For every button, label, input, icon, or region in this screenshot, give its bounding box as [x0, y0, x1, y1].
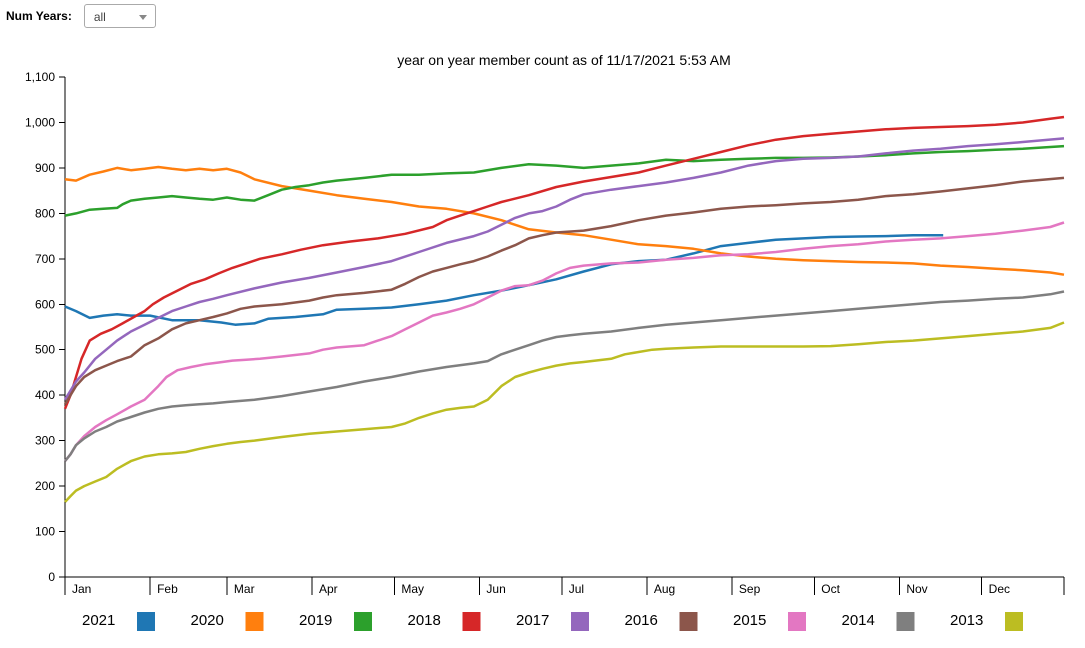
- series-line-2016: [63, 176, 1065, 405]
- legend-label: 2013: [950, 612, 983, 629]
- series-line-2021: [64, 233, 944, 326]
- legend-label: 2016: [625, 612, 658, 629]
- legend-label: 2021: [82, 612, 115, 629]
- x-tick-label: Sep: [739, 582, 761, 596]
- num-years-label: Num Years:: [6, 9, 72, 23]
- y-tick-label: 0: [48, 570, 55, 584]
- legend-swatch: [137, 612, 155, 631]
- legend-item-2014: 2014: [842, 612, 915, 631]
- series-line-2017: [63, 137, 1065, 401]
- x-tick-label: Jun: [486, 582, 505, 596]
- x-tick-label: Jul: [569, 582, 584, 596]
- num-years-control: Num Years: all: [6, 3, 156, 29]
- chart-axes: 0 100 200 300 400 500 600 700 800 900 1,000 1,100 Ja…: [25, 70, 1065, 596]
- y-tick-label: 400: [35, 388, 55, 402]
- y-tick-label: 600: [35, 297, 55, 311]
- legend-swatch: [896, 612, 915, 631]
- x-tick-label: Apr: [319, 582, 338, 596]
- legend-item-2019: 2019: [299, 612, 372, 631]
- num-years-select[interactable]: all: [83, 4, 156, 28]
- legend-swatch: [354, 612, 372, 631]
- chart-legend: 2021 2020 2019 2018 2017 2016 2015 2014 2013: [82, 612, 1023, 631]
- y-tick-label: 900: [35, 161, 55, 175]
- y-tick-label: 100: [35, 525, 55, 539]
- legend-item-2016: 2016: [625, 612, 698, 631]
- series-line-2015: [64, 221, 1065, 462]
- legend-label: 2019: [299, 612, 332, 629]
- legend-item-2015: 2015: [733, 612, 806, 631]
- series-line-2020: [64, 165, 1065, 276]
- x-tick-label: Dec: [989, 582, 1010, 596]
- y-tick-label: 1,000: [25, 115, 55, 129]
- legend-label: 2015: [733, 612, 766, 629]
- x-tick-label: Nov: [906, 582, 927, 596]
- series-line-2019: [64, 144, 1065, 217]
- chart-series-lines: [63, 115, 1065, 503]
- legend-item-2013: 2013: [950, 612, 1023, 631]
- legend-item-2020: 2020: [191, 612, 264, 631]
- legend-swatch: [679, 612, 698, 631]
- num-years-selected-value: all: [93, 10, 106, 24]
- x-tick-label: Feb: [157, 582, 178, 596]
- legend-swatch: [245, 612, 264, 631]
- y-tick-label: 700: [35, 252, 55, 266]
- x-tick-label: Aug: [654, 582, 675, 596]
- legend-label: 2014: [842, 612, 875, 629]
- legend-item-2021: 2021: [82, 612, 155, 631]
- x-tick-label: May: [401, 582, 424, 596]
- y-tick-label: 500: [35, 343, 55, 357]
- legend-label: 2020: [191, 612, 224, 629]
- legend-swatch: [571, 612, 589, 631]
- x-tick-label: Oct: [821, 582, 840, 596]
- series-line-2013: [64, 321, 1065, 503]
- legend-label: 2017: [516, 612, 549, 629]
- y-tick-label: 300: [35, 434, 55, 448]
- y-tick-label: 800: [35, 206, 55, 220]
- series-line-2014: [64, 290, 1065, 462]
- legend-label: 2018: [408, 612, 441, 629]
- legend-item-2017: 2017: [516, 612, 589, 631]
- x-tick-label: Mar: [234, 582, 255, 596]
- legend-swatch: [1005, 612, 1023, 631]
- y-tick-label: 1,100: [25, 70, 55, 84]
- legend-swatch: [788, 612, 806, 631]
- chevron-down-icon: [138, 15, 147, 20]
- series-line-2018: [63, 115, 1065, 410]
- x-tick-label: Jan: [72, 582, 91, 596]
- chart-title: year on year member count as of 11/17/20…: [397, 52, 731, 68]
- legend-item-2018: 2018: [408, 612, 481, 631]
- y-tick-label: 200: [35, 479, 55, 493]
- legend-swatch: [462, 612, 481, 631]
